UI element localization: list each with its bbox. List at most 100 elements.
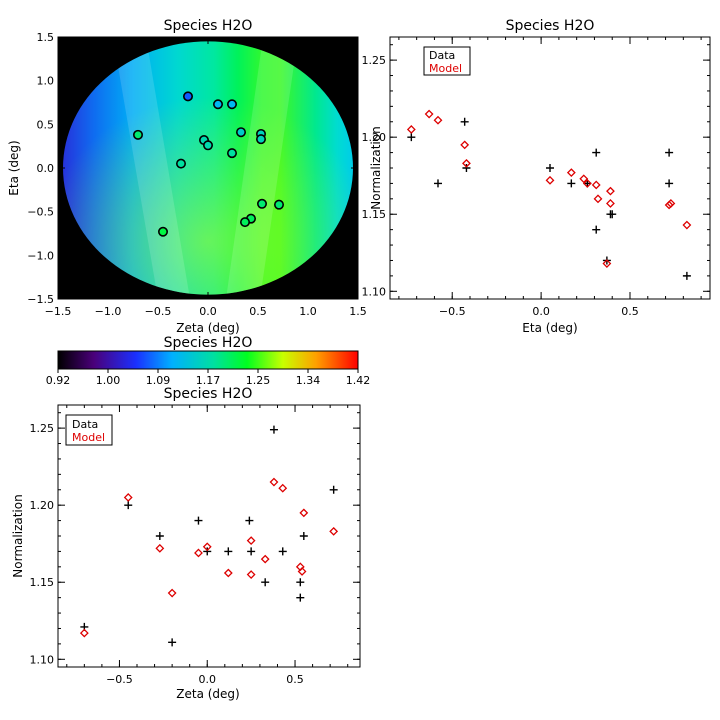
eta-model-point <box>545 175 555 185</box>
eta-model-point <box>593 194 603 204</box>
colorbar-tick-label: 1.00 <box>96 374 121 387</box>
zeta-legend-model: Model <box>72 431 105 444</box>
map-xtick-label: −1.0 <box>95 305 122 318</box>
eta-legend: Data Model <box>423 46 471 76</box>
map-ytick-label: −1.5 <box>27 293 54 306</box>
zeta-data-point <box>299 532 308 540</box>
zeta-model-point <box>260 554 270 564</box>
eta-scatter-panel: Species H2O −0.5 0.0 0.5 1.10 1.15 1.20 1.25 D… <box>362 18 711 335</box>
map-xtick-label: 0.5 <box>249 305 267 318</box>
colorbar-strip <box>57 350 359 370</box>
zeta-data-point <box>296 593 305 602</box>
map-stripe <box>226 41 298 295</box>
eta-model-point <box>566 168 576 178</box>
map-xtick-label: −1.5 <box>45 305 72 318</box>
zeta-plot-title: Species H2O <box>164 386 253 402</box>
map-field <box>63 41 353 295</box>
map-field-glow <box>63 41 353 295</box>
zeta-data-point <box>329 485 338 494</box>
eta-legend-data: Data <box>429 49 455 62</box>
map-xtick-label: 1.0 <box>299 305 317 318</box>
eta-data-point <box>592 148 601 157</box>
zeta-model-point <box>79 628 89 638</box>
zeta-data-point <box>194 516 203 525</box>
eta-data-point <box>665 179 674 188</box>
eta-model-point <box>462 158 471 168</box>
zeta-model-point <box>329 526 339 536</box>
eta-data-point <box>665 148 674 157</box>
zeta-model-point <box>202 542 212 552</box>
zeta-plot-marks <box>79 425 339 647</box>
map-point <box>158 226 169 237</box>
eta-ytick-label: 1.15 <box>362 208 387 221</box>
zeta-data-point <box>247 547 256 556</box>
eta-ytick-label: 1.20 <box>362 131 387 144</box>
map-ytick-label: −0.5 <box>27 206 54 219</box>
zeta-model-point <box>246 536 256 546</box>
eta-model-point <box>591 180 601 190</box>
eta-data-point <box>592 225 601 234</box>
map-title: Species H2O <box>164 18 253 34</box>
eta-ytick-label: 1.10 <box>362 285 387 298</box>
map-ytick-label: 0.0 <box>37 162 55 175</box>
zeta-model-point <box>246 570 256 579</box>
map-point <box>256 198 267 209</box>
zeta-model-point <box>297 567 307 576</box>
eta-data-point <box>546 164 554 172</box>
map-disk <box>63 41 353 295</box>
eta-data-point <box>407 133 416 142</box>
colorbar-tick-label: 1.25 <box>246 374 271 387</box>
map-stripe <box>113 41 190 295</box>
colorbar-panel: Species H2O 0.92 1.00 1.09 1.17 1.25 1.34 1.42 <box>46 335 371 387</box>
zeta-model-point <box>269 477 279 487</box>
zeta-xtick-label: 0.0 <box>198 673 216 686</box>
zeta-legend-box <box>65 414 113 446</box>
map-xtick-label: −0.5 <box>145 305 172 318</box>
zeta-model-point <box>155 543 165 553</box>
zeta-legend-data: Data <box>72 418 98 431</box>
eta-model-point <box>424 109 434 119</box>
map-xtick-label: 1.5 <box>349 305 367 318</box>
eta-xtick-label: 0.5 <box>621 305 639 318</box>
map-ytick-label: 1.0 <box>37 75 55 88</box>
map-ytick-label: 0.5 <box>37 118 55 131</box>
eta-data-point <box>460 117 469 126</box>
eta-model-point <box>582 178 592 188</box>
zeta-data-point <box>245 516 254 525</box>
eta-data-point <box>462 164 471 172</box>
zeta-data-point <box>203 547 212 556</box>
map-point <box>227 99 238 110</box>
zeta-data-point <box>168 638 177 647</box>
map-xlabel: Zeta (deg) <box>176 321 239 335</box>
eta-xtick-label: −0.5 <box>439 305 466 318</box>
map-point <box>203 140 214 151</box>
map-point <box>227 148 238 159</box>
eta-model-point <box>682 220 692 230</box>
zeta-data-point <box>269 425 278 434</box>
eta-model-point <box>406 125 416 134</box>
eta-model-point <box>602 259 612 268</box>
eta-model-point <box>664 200 674 210</box>
map-point <box>176 158 187 169</box>
colorbar-tick-label: 1.09 <box>146 374 171 387</box>
zeta-xtick-label: 0.5 <box>286 673 304 686</box>
eta-model-point <box>666 199 676 208</box>
colorbar-tick-label: 1.34 <box>296 374 321 387</box>
map-point <box>213 99 224 110</box>
map-ylabel: Eta (deg) <box>7 140 21 195</box>
eta-ytick-label: 1.25 <box>362 54 387 67</box>
map-ytick-label: −1.0 <box>27 249 54 262</box>
sky-map-panel: Species H2O −1.5 −1.0 −0.5 0.0 0.5 1.0 1.5 −1.5… <box>7 18 367 335</box>
eta-data-point <box>608 210 617 219</box>
zeta-xlabel: Zeta (deg) <box>176 687 239 701</box>
eta-legend-model: Model <box>429 62 462 75</box>
eta-data-point <box>567 179 576 188</box>
eta-plot-marks <box>406 109 692 280</box>
zeta-plot-frame <box>57 404 361 668</box>
eta-model-point <box>606 186 615 196</box>
zeta-ylabel: Normalization <box>11 494 25 577</box>
zeta-ytick-label: 1.15 <box>30 576 55 589</box>
zeta-scatter-panel: Species H2O −0.5 0.0 0.5 1.10 1.15 1.20 1.25 D… <box>11 386 361 701</box>
colorbar-ticks: 0.92 1.00 1.09 1.17 1.25 1.34 1.42 <box>46 369 370 387</box>
